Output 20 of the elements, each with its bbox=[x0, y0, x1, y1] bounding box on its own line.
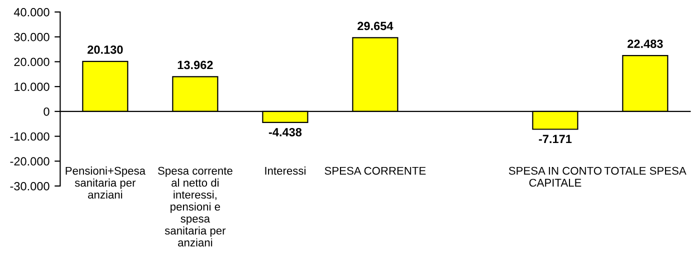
x-tick-label: SPESA CORRENTE bbox=[324, 166, 426, 175]
data-label: -4.438 bbox=[268, 128, 302, 136]
data-label: 29.654 bbox=[358, 22, 394, 30]
x-tick-label: TOTALE SPESA bbox=[604, 166, 686, 175]
y-tick-label: -10.000 bbox=[10, 132, 50, 141]
data-label: 20.130 bbox=[88, 45, 123, 54]
y-tick-label: 10.000 bbox=[14, 82, 50, 91]
y-tick-label: -30.000 bbox=[10, 182, 50, 190]
y-tick-label: 0 bbox=[44, 107, 50, 116]
data-label: -7.171 bbox=[538, 134, 572, 144]
y-tick-label: 40.000 bbox=[14, 8, 50, 16]
y-tick-label: 20.000 bbox=[14, 58, 50, 66]
x-tick-label: Pensioni+Spesa sanitaria per anziani bbox=[66, 166, 146, 199]
x-tick-label: Spesa corrente al netto di interessi, pensioni e spesa sanitaria per anziani bbox=[158, 166, 232, 247]
x-tick-label: Interessi bbox=[265, 166, 306, 175]
y-tick-label: 30.000 bbox=[14, 32, 50, 42]
y-tick-label: -20.000 bbox=[10, 157, 50, 166]
data-label: 13.962 bbox=[178, 60, 213, 70]
x-tick-label: SPESA IN CONTO CAPITALE bbox=[508, 166, 602, 187]
data-label: 22.483 bbox=[628, 40, 663, 48]
